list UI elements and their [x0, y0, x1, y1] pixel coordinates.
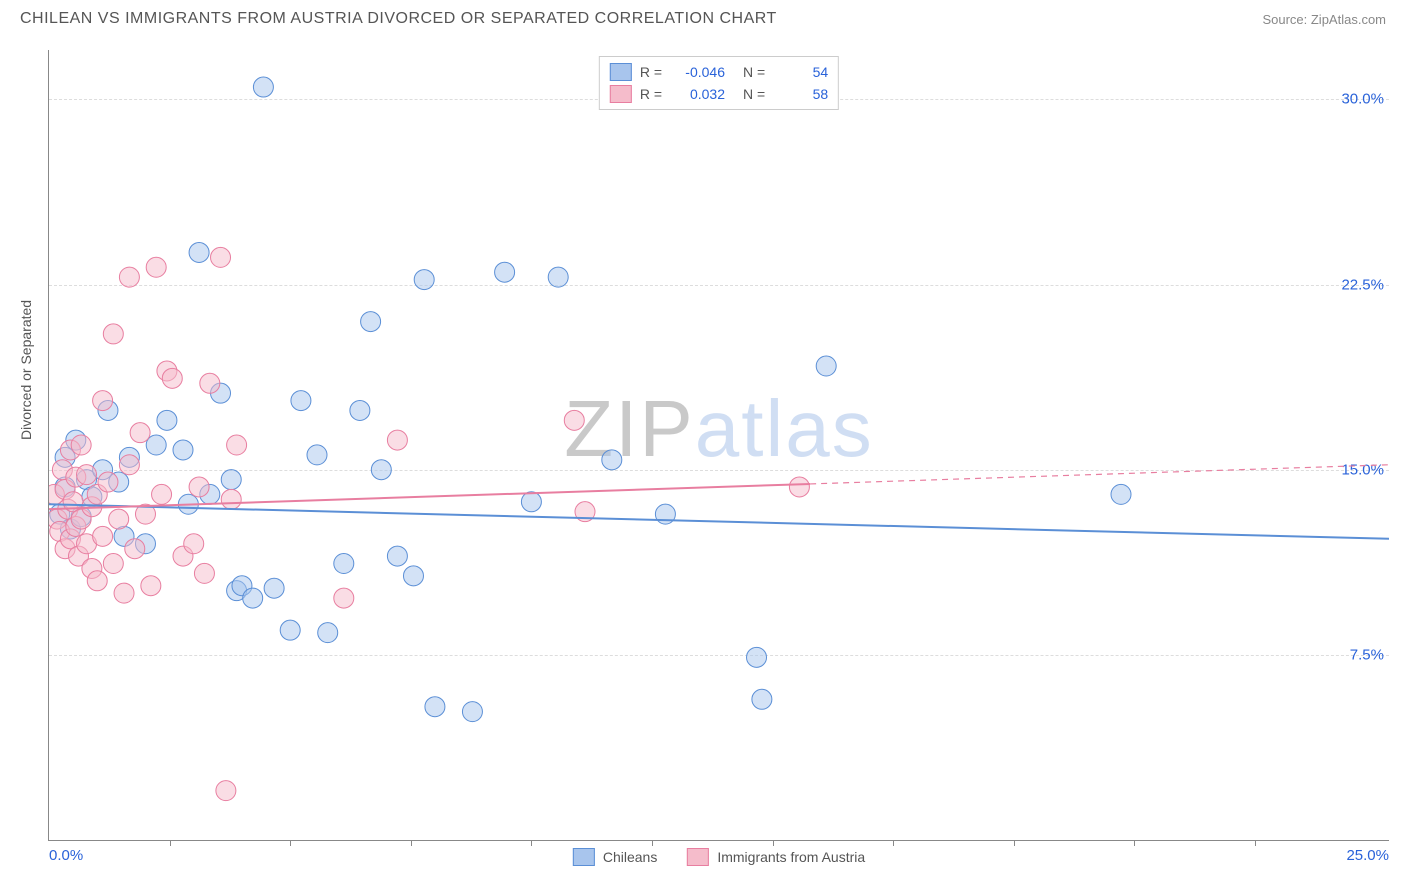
r-value-2: 0.032 [670, 86, 725, 102]
legend-series: Chileans Immigrants from Austria [573, 848, 865, 866]
scatter-plot [49, 50, 1389, 840]
data-point [157, 410, 177, 430]
data-point [253, 77, 273, 97]
x-tick-mark [893, 840, 894, 846]
data-point [119, 455, 139, 475]
y-axis-label: Divorced or Separated [18, 300, 34, 440]
data-point [71, 435, 91, 455]
data-point [93, 526, 113, 546]
data-point [291, 391, 311, 411]
data-point [334, 588, 354, 608]
regression-line-dashed [810, 465, 1389, 484]
x-tick-mark [411, 840, 412, 846]
data-point [747, 647, 767, 667]
chart-title: CHILEAN VS IMMIGRANTS FROM AUSTRIA DIVOR… [20, 10, 777, 28]
r-label: R = [640, 86, 662, 102]
legend-row-1: R = -0.046 N = 54 [610, 61, 828, 83]
x-tick-mark [773, 840, 774, 846]
x-tick-mark [1014, 840, 1015, 846]
data-point [548, 267, 568, 287]
data-point [307, 445, 327, 465]
data-point [350, 400, 370, 420]
data-point [103, 554, 123, 574]
data-point [564, 410, 584, 430]
data-point [371, 460, 391, 480]
data-point [264, 578, 284, 598]
legend-item-2: Immigrants from Austria [687, 848, 865, 866]
legend-label-2: Immigrants from Austria [717, 849, 865, 865]
data-point [462, 702, 482, 722]
data-point [125, 539, 145, 559]
data-point [414, 270, 434, 290]
data-point [103, 324, 123, 344]
swatch-bottom-1 [573, 848, 595, 866]
data-point [334, 554, 354, 574]
data-point [387, 430, 407, 450]
swatch-series-1 [610, 63, 632, 81]
legend-stats: R = -0.046 N = 54 R = 0.032 N = 58 [599, 56, 839, 110]
n-label: N = [743, 86, 765, 102]
data-point [602, 450, 622, 470]
data-point [98, 472, 118, 492]
x-tick-mark [1255, 840, 1256, 846]
data-point [789, 477, 809, 497]
r-value-1: -0.046 [670, 64, 725, 80]
data-point [162, 368, 182, 388]
header: CHILEAN VS IMMIGRANTS FROM AUSTRIA DIVOR… [0, 0, 1406, 28]
data-point [495, 262, 515, 282]
legend-item-1: Chileans [573, 848, 657, 866]
data-point [1111, 484, 1131, 504]
data-point [152, 484, 172, 504]
data-point [243, 588, 263, 608]
data-point [221, 470, 241, 490]
data-point [200, 373, 220, 393]
legend-row-2: R = 0.032 N = 58 [610, 83, 828, 105]
data-point [189, 242, 209, 262]
data-point [816, 356, 836, 376]
data-point [318, 623, 338, 643]
x-tick-max: 25.0% [1346, 847, 1389, 864]
swatch-bottom-2 [687, 848, 709, 866]
data-point [221, 489, 241, 509]
chart-area: ZIPatlas R = -0.046 N = 54 R = 0.032 N =… [48, 50, 1389, 841]
source-label: Source: ZipAtlas.com [1262, 12, 1386, 27]
data-point [130, 423, 150, 443]
data-point [425, 697, 445, 717]
data-point [752, 689, 772, 709]
data-point [141, 576, 161, 596]
x-tick-mark [652, 840, 653, 846]
data-point [109, 509, 129, 529]
data-point [216, 781, 236, 801]
data-point [184, 534, 204, 554]
data-point [146, 257, 166, 277]
data-point [146, 435, 166, 455]
x-tick-mark [170, 840, 171, 846]
data-point [211, 247, 231, 267]
data-point [189, 477, 209, 497]
data-point [93, 391, 113, 411]
data-point [114, 583, 134, 603]
r-label: R = [640, 64, 662, 80]
data-point [227, 435, 247, 455]
data-point [361, 312, 381, 332]
x-tick-min: 0.0% [49, 847, 83, 864]
n-value-2: 58 [773, 86, 828, 102]
data-point [119, 267, 139, 287]
x-tick-mark [1134, 840, 1135, 846]
x-tick-mark [290, 840, 291, 846]
legend-label-1: Chileans [603, 849, 657, 865]
data-point [173, 440, 193, 460]
n-label: N = [743, 64, 765, 80]
data-point [77, 465, 97, 485]
x-tick-mark [531, 840, 532, 846]
data-point [280, 620, 300, 640]
regression-line [49, 504, 1389, 539]
data-point [87, 571, 107, 591]
swatch-series-2 [610, 85, 632, 103]
data-point [403, 566, 423, 586]
data-point [387, 546, 407, 566]
data-point [521, 492, 541, 512]
n-value-1: 54 [773, 64, 828, 80]
data-point [194, 563, 214, 583]
